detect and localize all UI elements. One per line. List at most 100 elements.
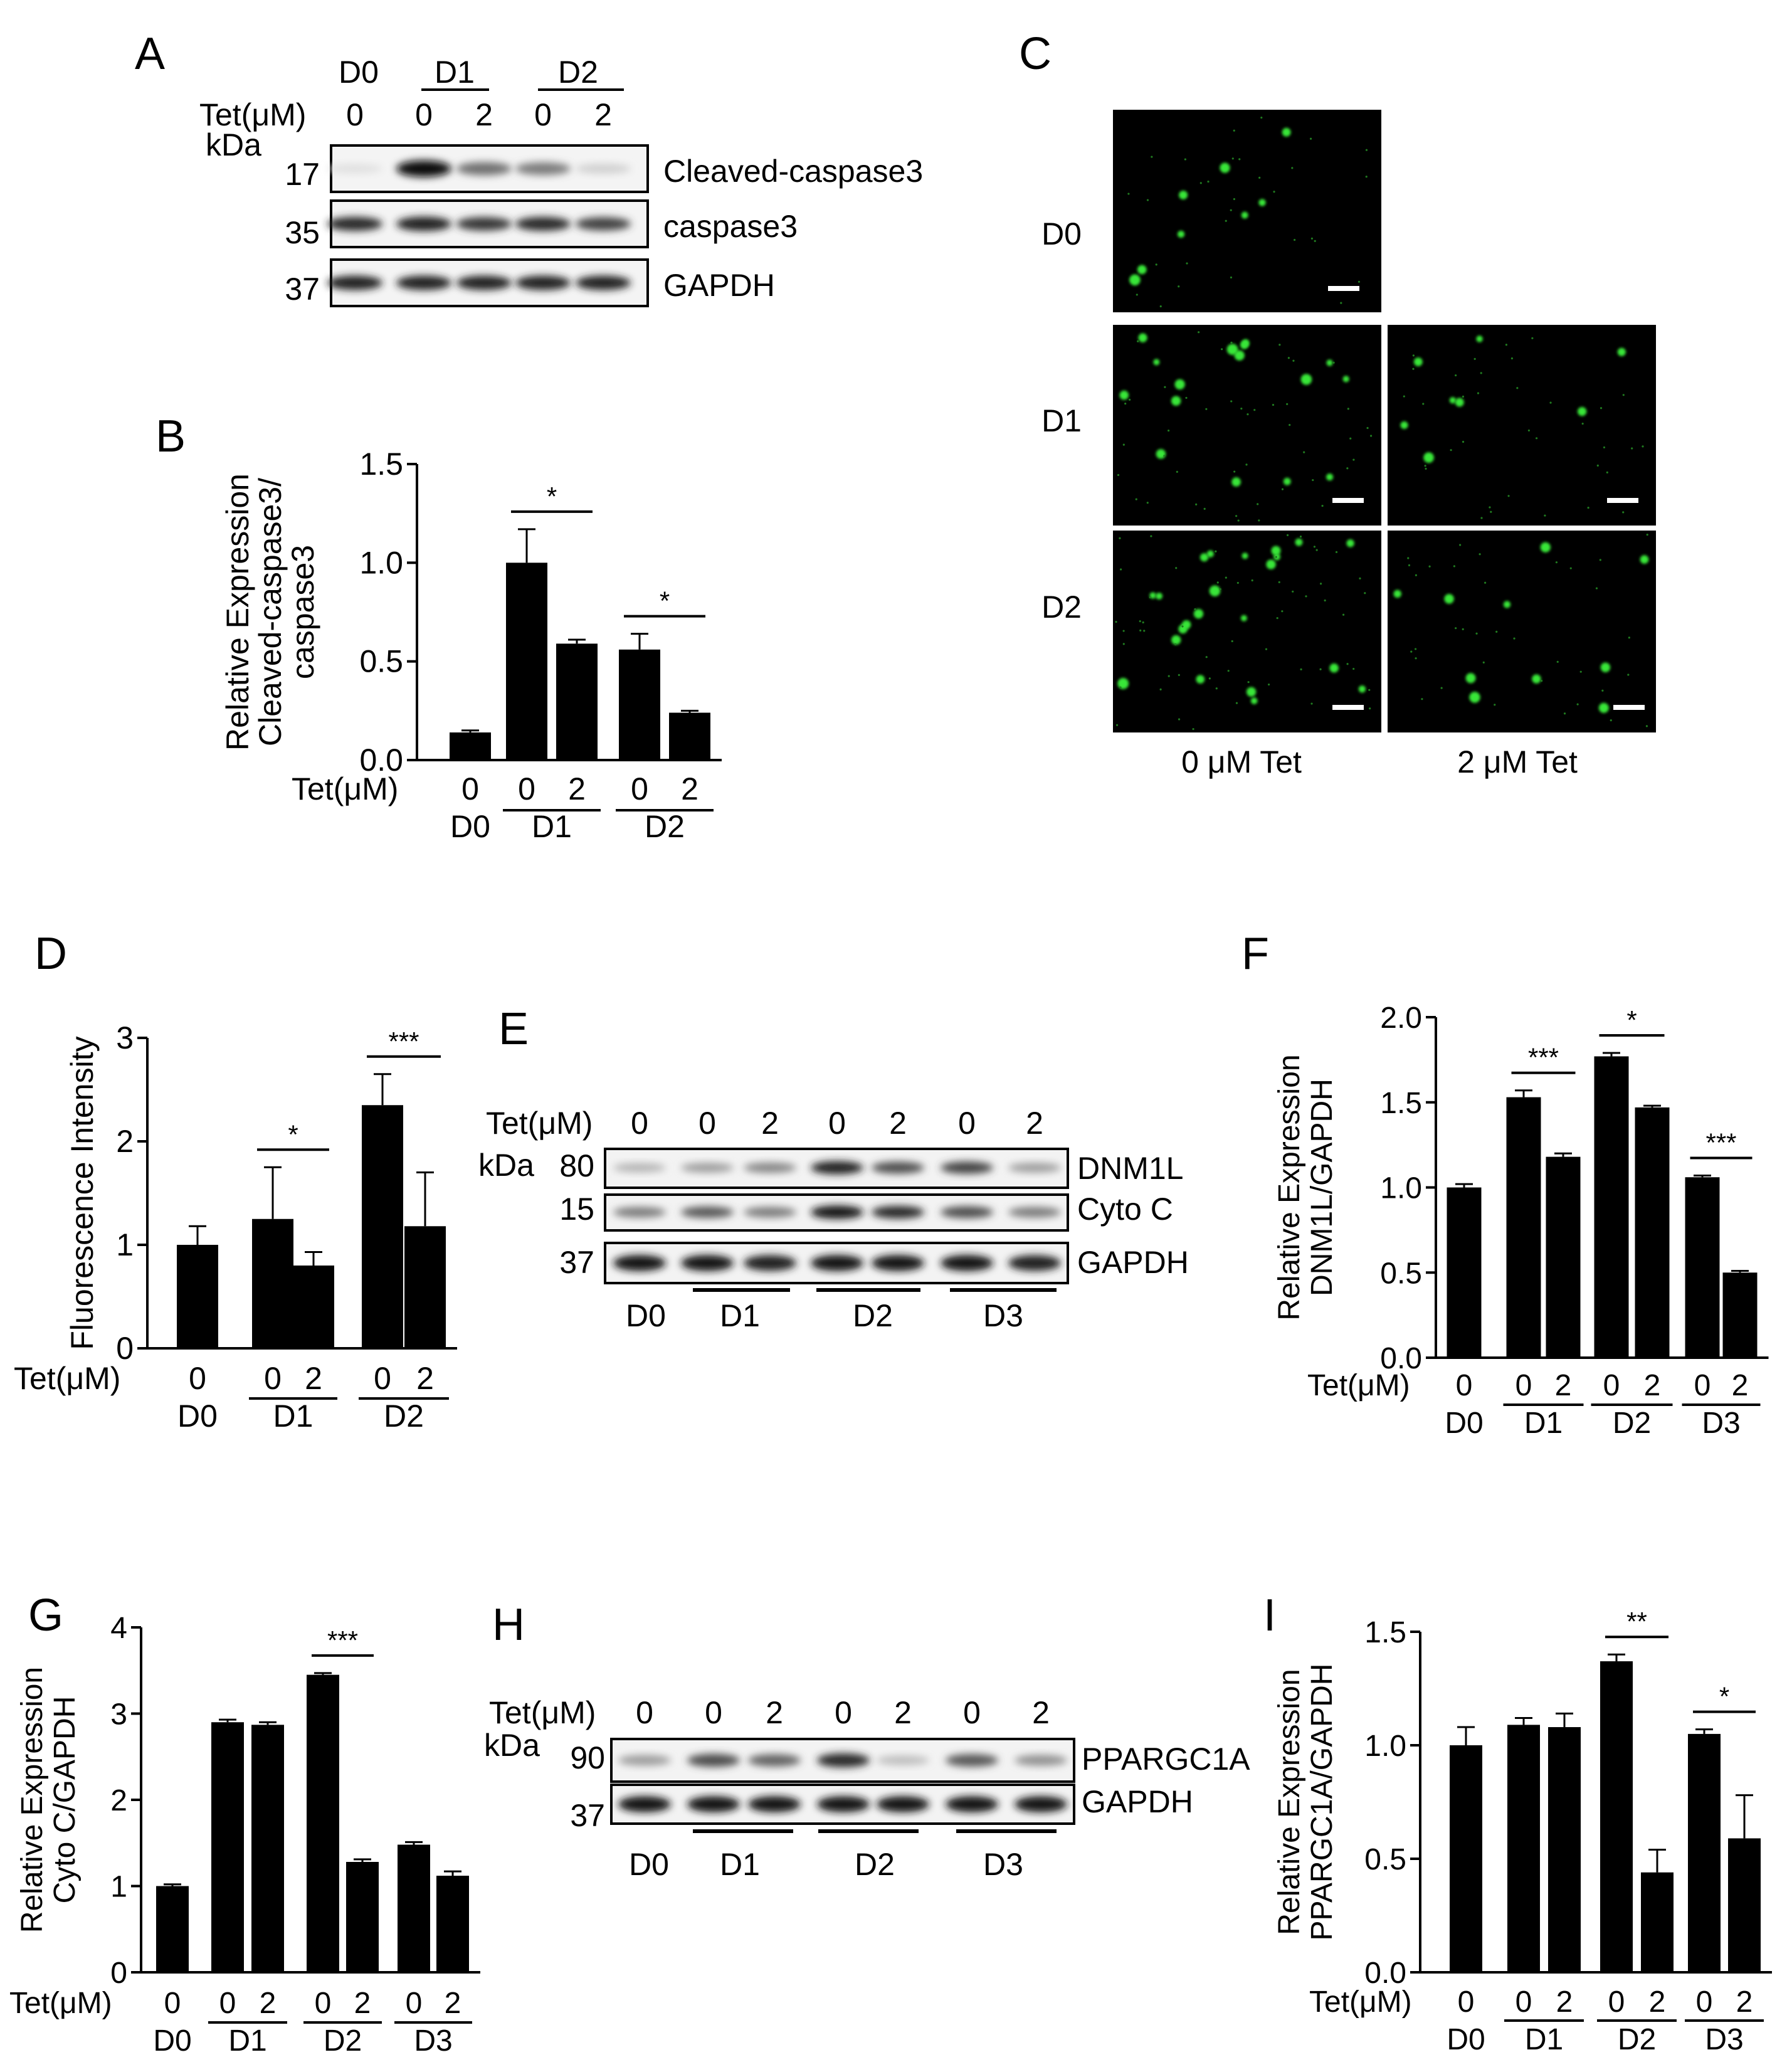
faint-speck [1247,681,1250,684]
group-label: D2 [645,809,685,844]
blot-band [687,1796,740,1812]
tet-value: 0 [636,1695,653,1730]
y-axis-label: Relative Expression [1273,1669,1306,1935]
tet-value: 0 [406,1987,423,2020]
kda-marker: 37 [570,1798,605,1833]
faint-speck [1174,643,1177,646]
faint-speck [1368,689,1371,691]
faint-speck [1205,408,1208,410]
group-label: D2 [1613,1407,1651,1440]
blot-band [396,275,451,290]
bar [1600,1661,1633,1972]
faint-speck [1314,240,1316,242]
fluorescent-cell [1206,550,1214,558]
kda-label: kDa [478,1148,534,1183]
faint-speck [1175,567,1178,569]
faint-speck [1544,514,1546,517]
faint-speck [1281,488,1284,490]
tet-label: Tet(μM) [1307,1369,1410,1402]
fluorescent-cell [1326,473,1334,481]
fluorescent-cell [1177,230,1185,238]
panel-label-d: D [34,929,67,979]
group-label: D3 [414,2024,452,2058]
faint-speck [1219,588,1221,591]
y-tick-label: 0.0 [1364,1957,1406,1990]
kda-marker: 15 [559,1192,594,1227]
blot-band [613,1207,666,1218]
fluorescent-cell [1271,546,1281,556]
faint-speck [1507,495,1510,497]
faint-speck [1579,670,1582,673]
faint-speck [1231,640,1233,643]
fluorescent-cell [1182,620,1191,630]
faint-speck [1135,498,1137,500]
faint-speck [1238,158,1241,161]
blot-band [396,216,451,231]
faint-speck [1168,429,1170,432]
faint-speck [1236,581,1239,584]
blot-band [1015,1755,1067,1766]
tet-label: Tet(μM) [14,1361,120,1396]
y-tick-label: 3 [116,1020,134,1055]
tet-value: 2 [260,1987,277,2020]
faint-speck [1581,422,1584,425]
faint-speck [1352,667,1355,670]
tet-value: 2 [1649,1985,1666,2019]
fluorescent-cell [1540,542,1551,552]
fluorescent-cell [1138,333,1147,342]
bar [1641,1872,1674,1972]
fluorescent-cell [1598,702,1609,713]
faint-speck [1178,285,1180,288]
micrograph-d1-0um [1113,325,1381,526]
blot-band [1008,1163,1061,1173]
y-tick-label: 1.0 [1380,1172,1422,1205]
faint-speck [1215,550,1217,552]
column-label-2um: 2 μM Tet [1457,744,1578,780]
y-tick-label: 1.0 [1364,1730,1406,1763]
bar [398,1844,430,1972]
fluorescent-cell [1240,615,1247,621]
micrograph-grid-c: D0 D1 D2 0 μM Tet 2 μM Tet [1041,110,1656,780]
day-label: D2 [855,1847,895,1882]
faint-speck [1176,470,1178,473]
faint-speck [1415,574,1418,576]
faint-speck [1181,625,1184,628]
fluorescent-cell [1156,449,1166,459]
blot-band [396,160,451,177]
blot-band [681,1163,734,1173]
faint-speck [1332,361,1335,364]
faint-speck [1159,305,1162,308]
tet-value: 0 [346,97,364,132]
faint-speck [1587,507,1589,509]
faint-speck [1576,703,1579,706]
bar [156,1886,189,1972]
panel-label-a: A [135,29,165,79]
tet-value: 2 [681,771,698,806]
fluorescent-cell [1209,585,1221,597]
fluorescent-cell [1423,452,1435,463]
faint-speck [1646,534,1648,536]
kda-marker: 17 [285,157,320,192]
fluorescent-cell [1196,675,1205,684]
group-label: D0 [177,1398,218,1434]
fluorescent-cell [1149,592,1156,599]
blot-band [618,1755,671,1766]
tet-value: 2 [889,1106,907,1141]
faint-speck [1207,180,1210,183]
group-label: D3 [1702,1407,1740,1440]
fluorescent-cell [1231,477,1241,487]
faint-speck [1155,263,1157,266]
tet-value: 0 [698,1106,716,1141]
y-axis-label: caspase3 [285,545,320,679]
tet-value: 0 [1603,1369,1620,1402]
tet-value: 2 [1032,1695,1050,1730]
tet-value: 0 [631,1106,648,1141]
fluorescent-cell [1241,552,1248,559]
blot-band [877,1796,929,1812]
bar [1447,1187,1482,1358]
faint-speck [1415,657,1417,660]
faint-speck [1513,637,1516,640]
fluorescent-cell [1532,674,1541,684]
